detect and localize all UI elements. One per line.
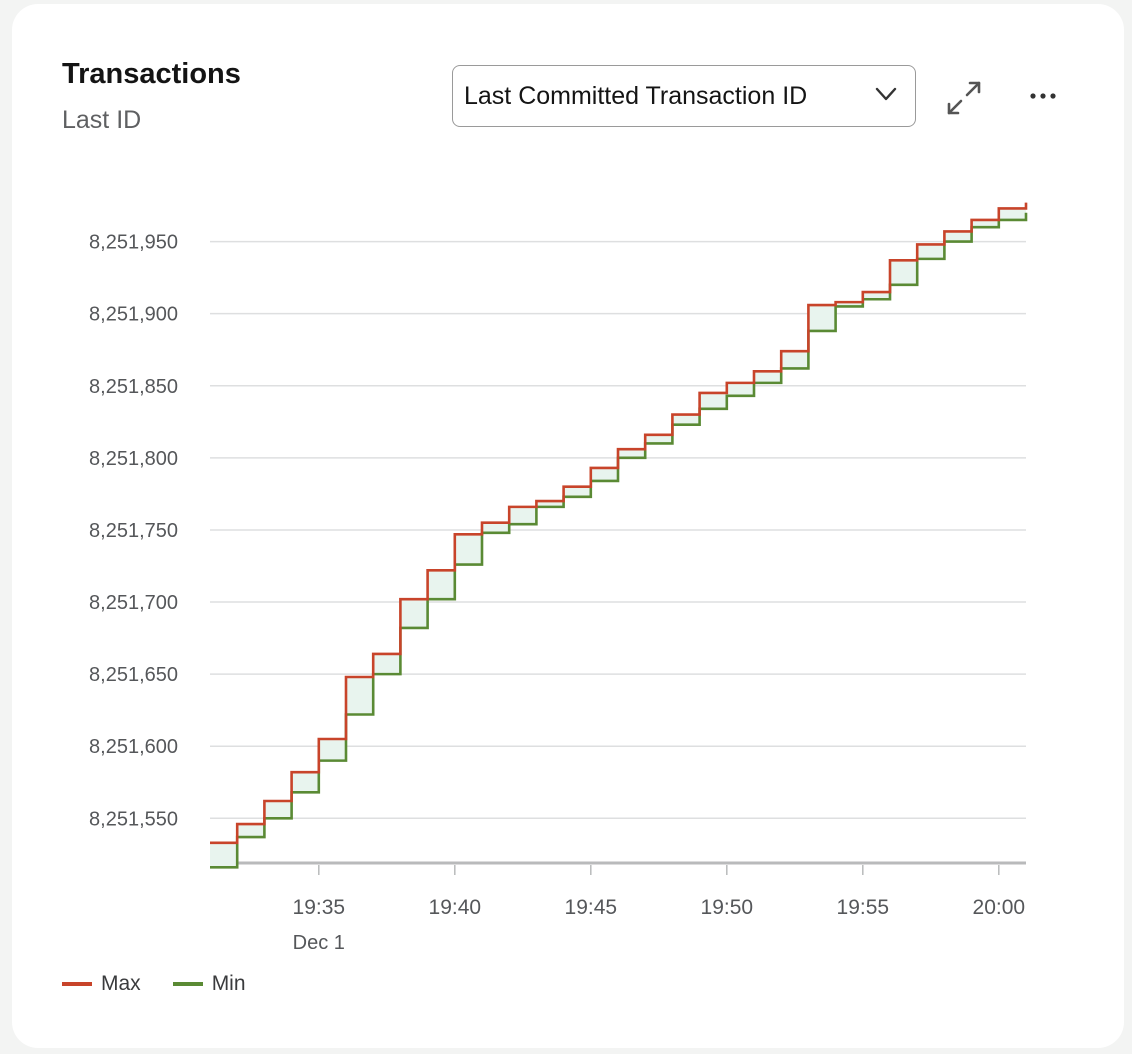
chart-legend: Max Min — [62, 972, 278, 996]
y-tick-label: 8,251,850 — [89, 376, 178, 398]
legend-item-max[interactable]: Max — [62, 972, 141, 996]
y-tick-label: 8,251,900 — [89, 304, 178, 326]
x-tick-label: 19:50 — [701, 896, 754, 919]
y-tick-label: 8,251,550 — [89, 808, 178, 830]
y-tick-label: 8,251,950 — [89, 232, 178, 254]
legend-item-min[interactable]: Min — [172, 972, 246, 996]
card-title: Transactions — [62, 58, 241, 90]
more-horizontal-icon[interactable] — [1028, 86, 1058, 106]
chevron-down-icon — [875, 87, 897, 101]
transactions-card: Transactions Last ID Last Committed Tran… — [12, 4, 1124, 1048]
x-tick-label: 19:35 — [293, 896, 346, 919]
y-tick-label: 8,251,750 — [89, 520, 178, 542]
x-tick-label: 19:45 — [565, 896, 618, 919]
x-date-label: Dec 1 — [293, 932, 345, 954]
y-tick-label: 8,251,650 — [89, 664, 178, 686]
min-max-band — [210, 202, 1026, 868]
metric-select-value: Last Committed Transaction ID — [464, 81, 808, 110]
legend-label: Max — [101, 972, 141, 995]
expand-icon[interactable] — [946, 80, 982, 116]
x-tick-label: 19:40 — [429, 896, 482, 919]
legend-swatch — [62, 982, 92, 986]
x-tick-label: 20:00 — [973, 896, 1026, 919]
legend-swatch — [172, 982, 203, 986]
series-line-min — [210, 212, 1028, 869]
metric-select[interactable]: Last Committed Transaction ID — [452, 65, 916, 127]
legend-label: Min — [211, 972, 246, 995]
y-tick-label: 8,251,800 — [89, 448, 178, 470]
x-tick-label: 19:55 — [837, 896, 890, 919]
y-tick-label: 8,251,600 — [89, 736, 178, 758]
series-line-max — [210, 202, 1028, 845]
chart-area: 8,251,550 8,251,600 8,251,650 8,251,700 8,25… — [89, 202, 1028, 954]
card-subtitle: Last ID — [62, 106, 142, 134]
y-tick-label: 8,251,700 — [89, 592, 178, 614]
